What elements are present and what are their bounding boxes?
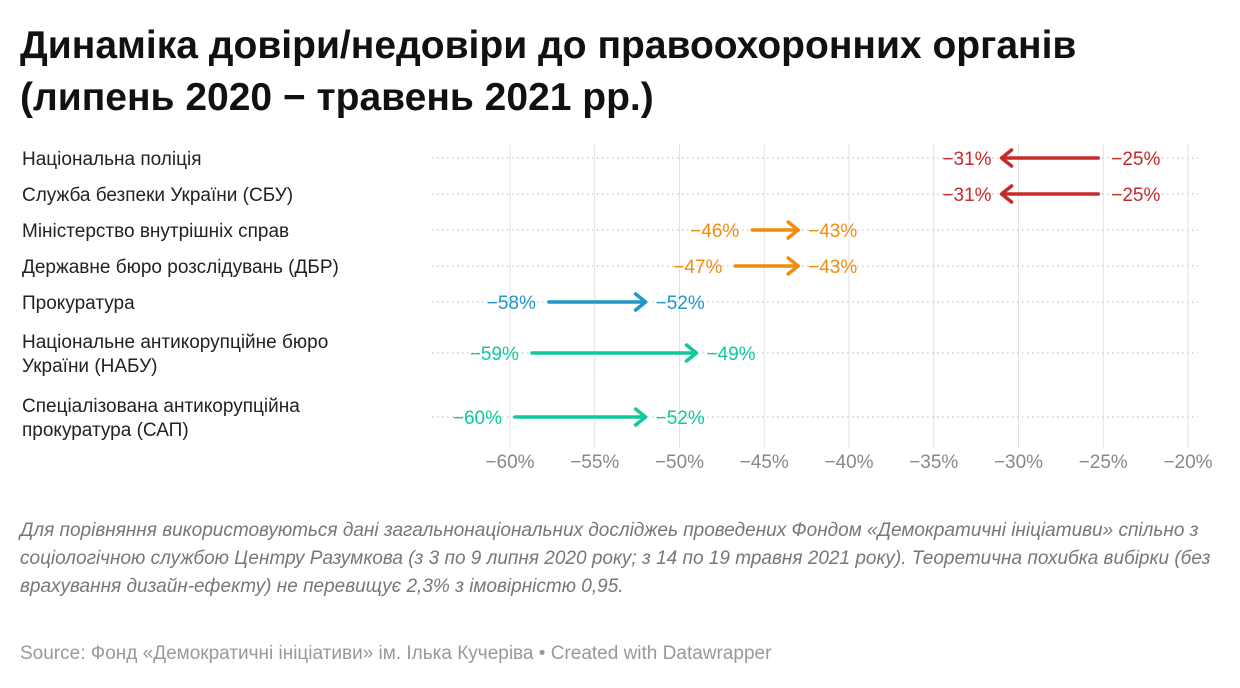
end-value-label: −31%: [942, 149, 991, 170]
row-label: Національна поліція: [22, 149, 201, 170]
chart-title: Динаміка довіри/недовіри до правоохоронн…: [20, 20, 1230, 124]
row-label-line: прокуратура (САП): [22, 420, 189, 441]
row-label: Прокуратура: [22, 293, 135, 314]
row-label: Національне антикорупційне бюро України (…: [22, 332, 328, 377]
row-label-line: Державне бюро розслідувань (ДБР): [22, 257, 339, 278]
end-value-label: −49%: [706, 344, 755, 365]
start-value-label: −25%: [1111, 149, 1160, 170]
x-tick-label: −50%: [655, 452, 704, 473]
end-value-label: −43%: [808, 221, 857, 242]
x-tick-label: −30%: [994, 452, 1043, 473]
start-value-label: −58%: [487, 293, 536, 314]
row-label-line: Служба безпеки України (СБУ): [22, 185, 293, 206]
arrow-head: [999, 148, 1014, 168]
row-label-line: Прокуратура: [22, 293, 135, 314]
start-value-label: −59%: [470, 344, 519, 365]
chart-title-line-2: (липень 2020 − травень 2021 рр.): [20, 76, 654, 119]
x-tick-label: −35%: [909, 452, 958, 473]
arrow-head: [633, 407, 648, 427]
end-value-label: −52%: [656, 408, 705, 429]
row-label-line: Національна поліція: [22, 149, 201, 170]
chart-note: Для порівняння використовуються дані заг…: [20, 520, 1211, 597]
x-tick-label: −25%: [1079, 452, 1128, 473]
row-label-line: України (НАБУ): [22, 356, 157, 377]
arrow-head: [786, 220, 800, 240]
row-label-line: Національне антикорупційне бюро: [22, 332, 328, 353]
row-label: Спеціалізована антикорупційна прокуратура…: [22, 396, 300, 441]
row-label-line: Спеціалізована антикорупційна: [22, 396, 300, 417]
start-value-label: −47%: [673, 257, 722, 278]
arrow-chart: −60% −55% −50% −45% −40% −35% −30% −25% −20% Наці…: [22, 144, 1213, 473]
arrow-head: [633, 292, 648, 312]
x-tick-label: −60%: [485, 452, 534, 473]
row-label-line: Міністерство внутрішніх справ: [22, 221, 289, 242]
end-value-label: −31%: [942, 185, 991, 206]
arrow-head: [786, 256, 800, 276]
end-value-label: −52%: [656, 293, 705, 314]
row-label: Міністерство внутрішніх справ: [22, 221, 289, 242]
row-label: Державне бюро розслідувань (ДБР): [22, 257, 339, 278]
end-value-label: −43%: [808, 257, 857, 278]
x-tick-label: −40%: [824, 452, 873, 473]
row-label: Служба безпеки України (СБУ): [22, 185, 293, 206]
chart-source: Source: Фонд «Демократичні ініціативи» і…: [20, 643, 772, 664]
start-value-label: −60%: [453, 408, 502, 429]
start-value-label: −46%: [690, 221, 739, 242]
x-tick-label: −45%: [740, 452, 789, 473]
x-tick-label: −20%: [1163, 452, 1212, 473]
x-tick-label: −55%: [570, 452, 619, 473]
start-value-label: −25%: [1111, 185, 1160, 206]
arrow-head: [684, 343, 699, 363]
arrow-head: [999, 184, 1014, 204]
chart-title-line-1: Динаміка довіри/недовіри до правоохоронн…: [20, 24, 1077, 67]
